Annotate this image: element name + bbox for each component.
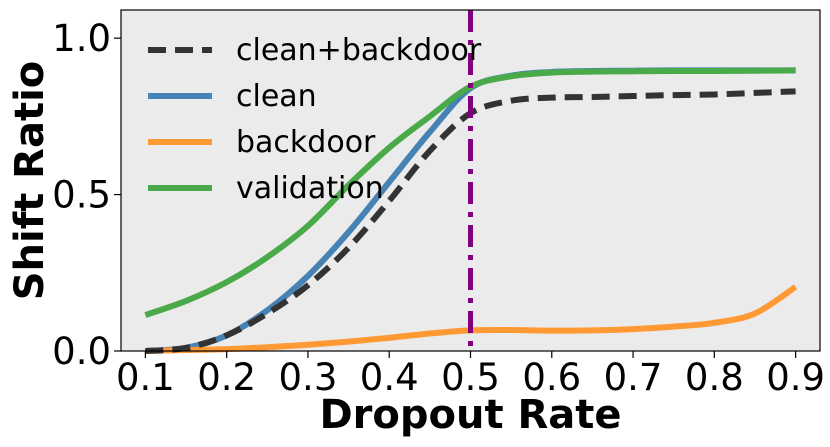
- y-tick-label: 0.0: [52, 330, 111, 373]
- y-tick-label: 1.0: [52, 17, 111, 60]
- legend-label: backdoor: [236, 125, 376, 160]
- x-tick-label: 0.3: [279, 356, 338, 399]
- y-ticks: 0.0 0.5 1.0: [52, 17, 121, 373]
- legend-label: validation: [236, 171, 384, 206]
- x-tick-label: 0.1: [116, 356, 175, 399]
- x-tick-label: 0.6: [522, 356, 581, 399]
- x-ticks: 0.1 0.2 0.3 0.4 0.5 0.6 0.7 0.8 0.9: [116, 351, 825, 399]
- legend-label: clean: [236, 79, 317, 114]
- x-axis-title: Dropout Rate: [319, 392, 621, 438]
- legend: clean+backdoor clean backdoor validation: [148, 33, 482, 206]
- x-tick-label: 0.7: [604, 356, 663, 399]
- legend-label: clean+backdoor: [236, 33, 482, 68]
- x-tick-label: 0.9: [766, 356, 825, 399]
- y-axis-title: Shift Ratio: [7, 61, 53, 301]
- x-tick-label: 0.8: [685, 356, 744, 399]
- y-tick-label: 0.5: [52, 174, 111, 217]
- x-tick-label: 0.2: [197, 356, 256, 399]
- x-tick-label: 0.4: [360, 356, 419, 399]
- x-tick-label: 0.5: [441, 356, 500, 399]
